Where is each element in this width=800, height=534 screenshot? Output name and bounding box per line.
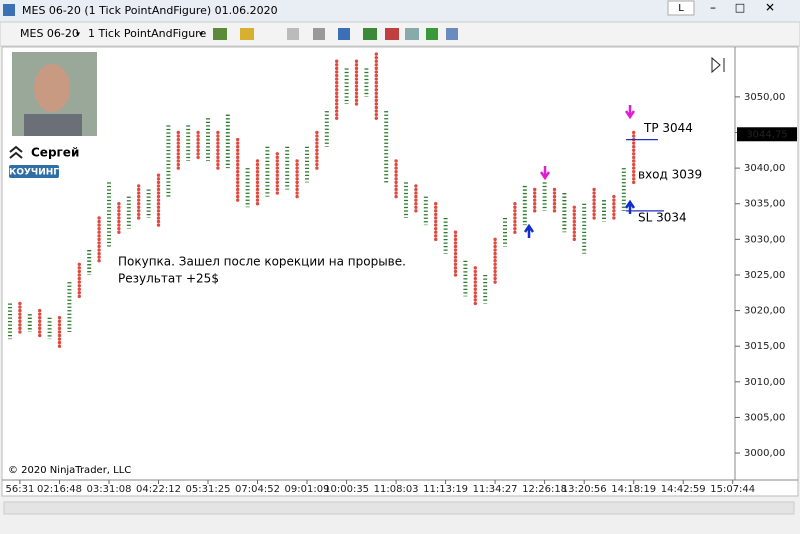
copyright: © 2020 NinjaTrader, LLC	[8, 465, 131, 476]
maximize[interactable]: □	[735, 1, 745, 14]
x-tick-label: 10:00:35	[324, 484, 369, 495]
x-tick-label: 15:07:44	[710, 484, 755, 495]
y-tick-label: 3030,00	[744, 234, 785, 245]
icon-bars[interactable]	[213, 28, 227, 40]
y-tick-label: 3010,00	[744, 377, 785, 388]
sell-arrow	[539, 166, 551, 181]
icon-properties[interactable]	[446, 28, 458, 40]
buy-arrow	[523, 223, 535, 238]
y-tick-label: 3015,00	[744, 341, 785, 352]
scroll-end-icon[interactable]	[711, 56, 725, 74]
interval-selector[interactable]: 1 Tick PointAndFigure	[88, 27, 206, 40]
instrument-selector[interactable]: MES 06-20	[20, 27, 79, 40]
dropdown-arrow: ▾	[76, 30, 80, 39]
y-tick-label: 3050,00	[744, 92, 785, 103]
x-tick-label: 05:31:25	[186, 484, 231, 495]
avatar-face	[34, 64, 70, 112]
x-tick-label: 11:13:19	[423, 484, 468, 495]
y-tick-label: 3035,00	[744, 199, 785, 210]
x-tick-label: 02:16:48	[37, 484, 82, 495]
x-tick-label: 07:04:52	[235, 484, 280, 495]
y-tick-label: 3040,00	[744, 163, 785, 174]
sell-arrow	[624, 105, 636, 120]
title-bar	[0, 0, 800, 22]
y-tick-label: 3000,00	[744, 448, 785, 459]
last-price-box	[737, 127, 797, 142]
profile-card: Сергей КОУЧИНГ	[5, 48, 103, 182]
title-button-label: L	[678, 3, 684, 14]
x-tick-label: 56:31	[5, 484, 34, 495]
buy-arrow	[624, 199, 636, 214]
app-icon	[3, 4, 15, 16]
x-tick-label: 11:34:27	[473, 484, 518, 495]
y-tick-label: 3025,00	[744, 270, 785, 281]
x-tick-label: 14:42:59	[661, 484, 706, 495]
icon-draw[interactable]	[240, 28, 254, 40]
y-tick-label: 3020,00	[744, 306, 785, 317]
level-label: SL 3034	[638, 210, 687, 224]
toolbar	[0, 21, 800, 47]
icon-money[interactable]	[426, 28, 438, 40]
scrollbar[interactable]	[3, 501, 795, 515]
title-button[interactable]	[667, 0, 695, 16]
icon-strategies[interactable]	[385, 28, 399, 40]
x-tick-label: 14:18:19	[611, 484, 656, 495]
annotation: Покупка. Зашел после корекции на прорыве…	[118, 255, 406, 269]
avatar-shirt	[24, 114, 82, 136]
close[interactable]: ✕	[765, 1, 775, 15]
last-price-label: 3044,75	[746, 129, 787, 140]
level-label: TP 3044	[643, 121, 693, 135]
x-tick-label: 13:20:56	[562, 484, 607, 495]
icon-templates[interactable]	[405, 28, 419, 40]
badge-bg	[9, 165, 59, 178]
icon-zoom[interactable]	[338, 28, 350, 40]
icon-cursor[interactable]	[313, 28, 325, 40]
x-tick-label: 12:26:18	[522, 484, 567, 495]
profile-name: Сергей	[31, 146, 79, 160]
level-label: вход 3039	[638, 168, 702, 182]
dropdown-arrow: ▾	[199, 30, 203, 39]
icon-indicators[interactable]	[363, 28, 377, 40]
x-tick-label: 11:08:03	[374, 484, 419, 495]
logo	[9, 145, 23, 159]
window-title: MES 06-20 (1 Tick PointAndFigure) 01.06.…	[22, 4, 278, 17]
icon-hand[interactable]	[287, 28, 299, 40]
toolbar-icons	[213, 28, 458, 40]
y-tick-label: 3005,00	[744, 412, 785, 423]
minimize[interactable]: –	[710, 1, 716, 15]
annotation: Результат +25$	[118, 272, 219, 286]
chart-panel	[1, 46, 799, 497]
x-tick-label: 03:31:08	[87, 484, 132, 495]
badge: КОУЧИНГ	[9, 168, 59, 178]
x-tick-label: 09:01:09	[285, 484, 330, 495]
x-tick-label: 04:22:12	[136, 484, 181, 495]
